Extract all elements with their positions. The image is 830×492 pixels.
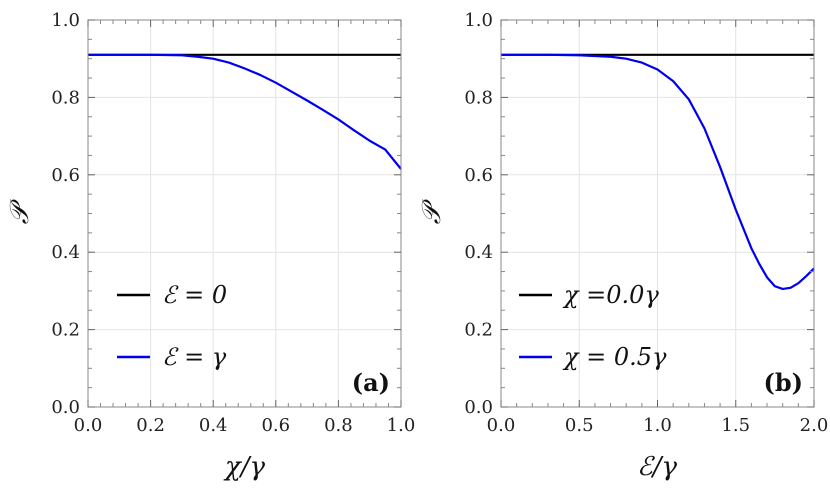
y-tick-label-a-3: 0.6 [51,165,80,186]
curves-a [88,53,402,170]
legend-label-a-0: ℰ = 0 [162,281,227,309]
tick-labels-a: 0.0 0.2 0.4 0.6 0.8 1.0 0.0 0.2 0.4 0.6 0.8 1.0 [51,10,415,436]
x-tick-label-a-0: 0.0 [74,415,103,436]
x-tick-label-a-3: 0.6 [261,415,290,436]
x-tick-label-a-1: 0.2 [136,415,165,436]
x-tick-label-b-2: 1.0 [643,415,672,436]
panel-label-a: (a) [352,368,390,397]
legend-b: χ =0.0γ χ = 0.5γ [519,281,667,371]
x-tick-label-b-4: 2.0 [800,415,829,436]
y-tick-label-a-1: 0.2 [51,320,80,341]
series-line-a-1 [88,53,402,170]
y-tick-label-b-0: 0.0 [464,397,493,418]
x-tick-label-b-1: 0.5 [565,415,594,436]
panel-label-b: (b) [764,368,804,397]
y-tick-label-b-4: 0.8 [464,87,493,108]
x-axis-label-a: χ/γ [223,452,266,482]
y-tick-label-b-1: 0.2 [464,320,493,341]
panel-b: 0.0 0.5 1.0 1.5 2.00.00.20.40.60.81.0 ℰ/γ 𝒫 … [417,10,828,482]
x-tick-label-b-3: 1.5 [721,415,750,436]
x-tick-label-a-2: 0.4 [199,415,228,436]
x-tick-label-a-4: 0.8 [324,415,353,436]
y-axis-label-a: 𝒫 [5,198,35,224]
legend-label-b-0: χ =0.0γ [562,281,659,309]
y-tick-label-b-3: 0.6 [464,165,493,186]
y-tick-label-a-2: 0.4 [51,242,80,263]
y-tick-label-a-4: 0.8 [51,87,80,108]
x-tick-label-a-5: 1.0 [387,415,416,436]
x-axis-label-b: ℰ/γ [637,452,678,482]
ticks-b [500,19,815,408]
y-tick-label-a-0: 0.0 [51,397,80,418]
legend-a: ℰ = 0 ℰ = γ [117,281,227,371]
y-axis-label-b: 𝒫 [417,198,447,224]
x-tick-label-b-0: 0.0 [487,415,516,436]
y-tick-label-b-2: 0.4 [464,242,493,263]
tick-labels-b: 0.0 0.5 1.0 1.5 2.0 0.0 0.2 0.4 0.6 0.8 1.0 [464,10,828,436]
legend-label-b-1: χ = 0.5γ [562,343,667,371]
y-tick-label-b-5: 1.0 [464,10,493,31]
series-line-b-1 [501,53,815,291]
y-tick-label-a-5: 1.0 [51,10,80,31]
grid-a [87,19,402,408]
plot-frame-a [87,19,402,408]
panel-a: 0.0 0.2 0.4 0.6 0.8 1.0 0.0 0.2 0.4 0.6 0.8 1.0 χ/γ… [5,10,415,482]
legend-label-a-1: ℰ = γ [162,343,227,371]
ticks-a [87,19,402,408]
curves-b [501,53,815,291]
